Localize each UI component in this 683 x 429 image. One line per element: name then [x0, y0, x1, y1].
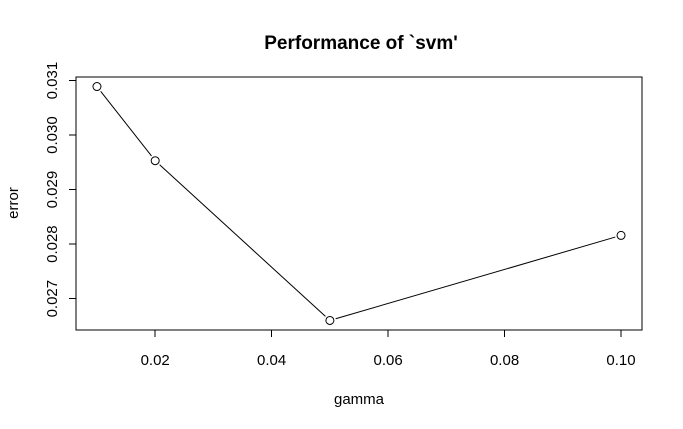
- series-layer: [92, 82, 626, 325]
- y-axis: 0.027 0.028 0.029 0.030 0.031: [44, 62, 77, 318]
- y-tick-label: 0.028: [44, 225, 61, 263]
- series-line-segment: [100, 90, 152, 157]
- plot-frame: [75, 76, 643, 331]
- y-tick-label: 0.027: [44, 280, 61, 318]
- y-tick-label: 0.030: [44, 116, 61, 154]
- x-axis-label: gamma: [334, 391, 385, 408]
- x-tick-label: 0.04: [257, 352, 286, 369]
- series-line-segment: [335, 236, 616, 320]
- data-point: [150, 156, 160, 166]
- x-tick-label: 0.02: [141, 352, 170, 369]
- data-point: [325, 315, 335, 325]
- x-tick-label: 0.08: [490, 352, 519, 369]
- y-axis-label: error: [5, 187, 22, 219]
- y-tick-label: 0.031: [44, 62, 61, 100]
- series-line-segment: [159, 164, 326, 317]
- chart-title: Performance of `svm': [264, 33, 458, 54]
- data-point: [92, 82, 102, 92]
- data-point: [616, 230, 626, 240]
- y-tick-label: 0.029: [44, 171, 61, 209]
- x-axis: 0.02 0.04 0.06 0.08 0.10: [141, 329, 636, 369]
- x-tick-label: 0.10: [606, 352, 635, 369]
- x-tick-label: 0.06: [374, 352, 403, 369]
